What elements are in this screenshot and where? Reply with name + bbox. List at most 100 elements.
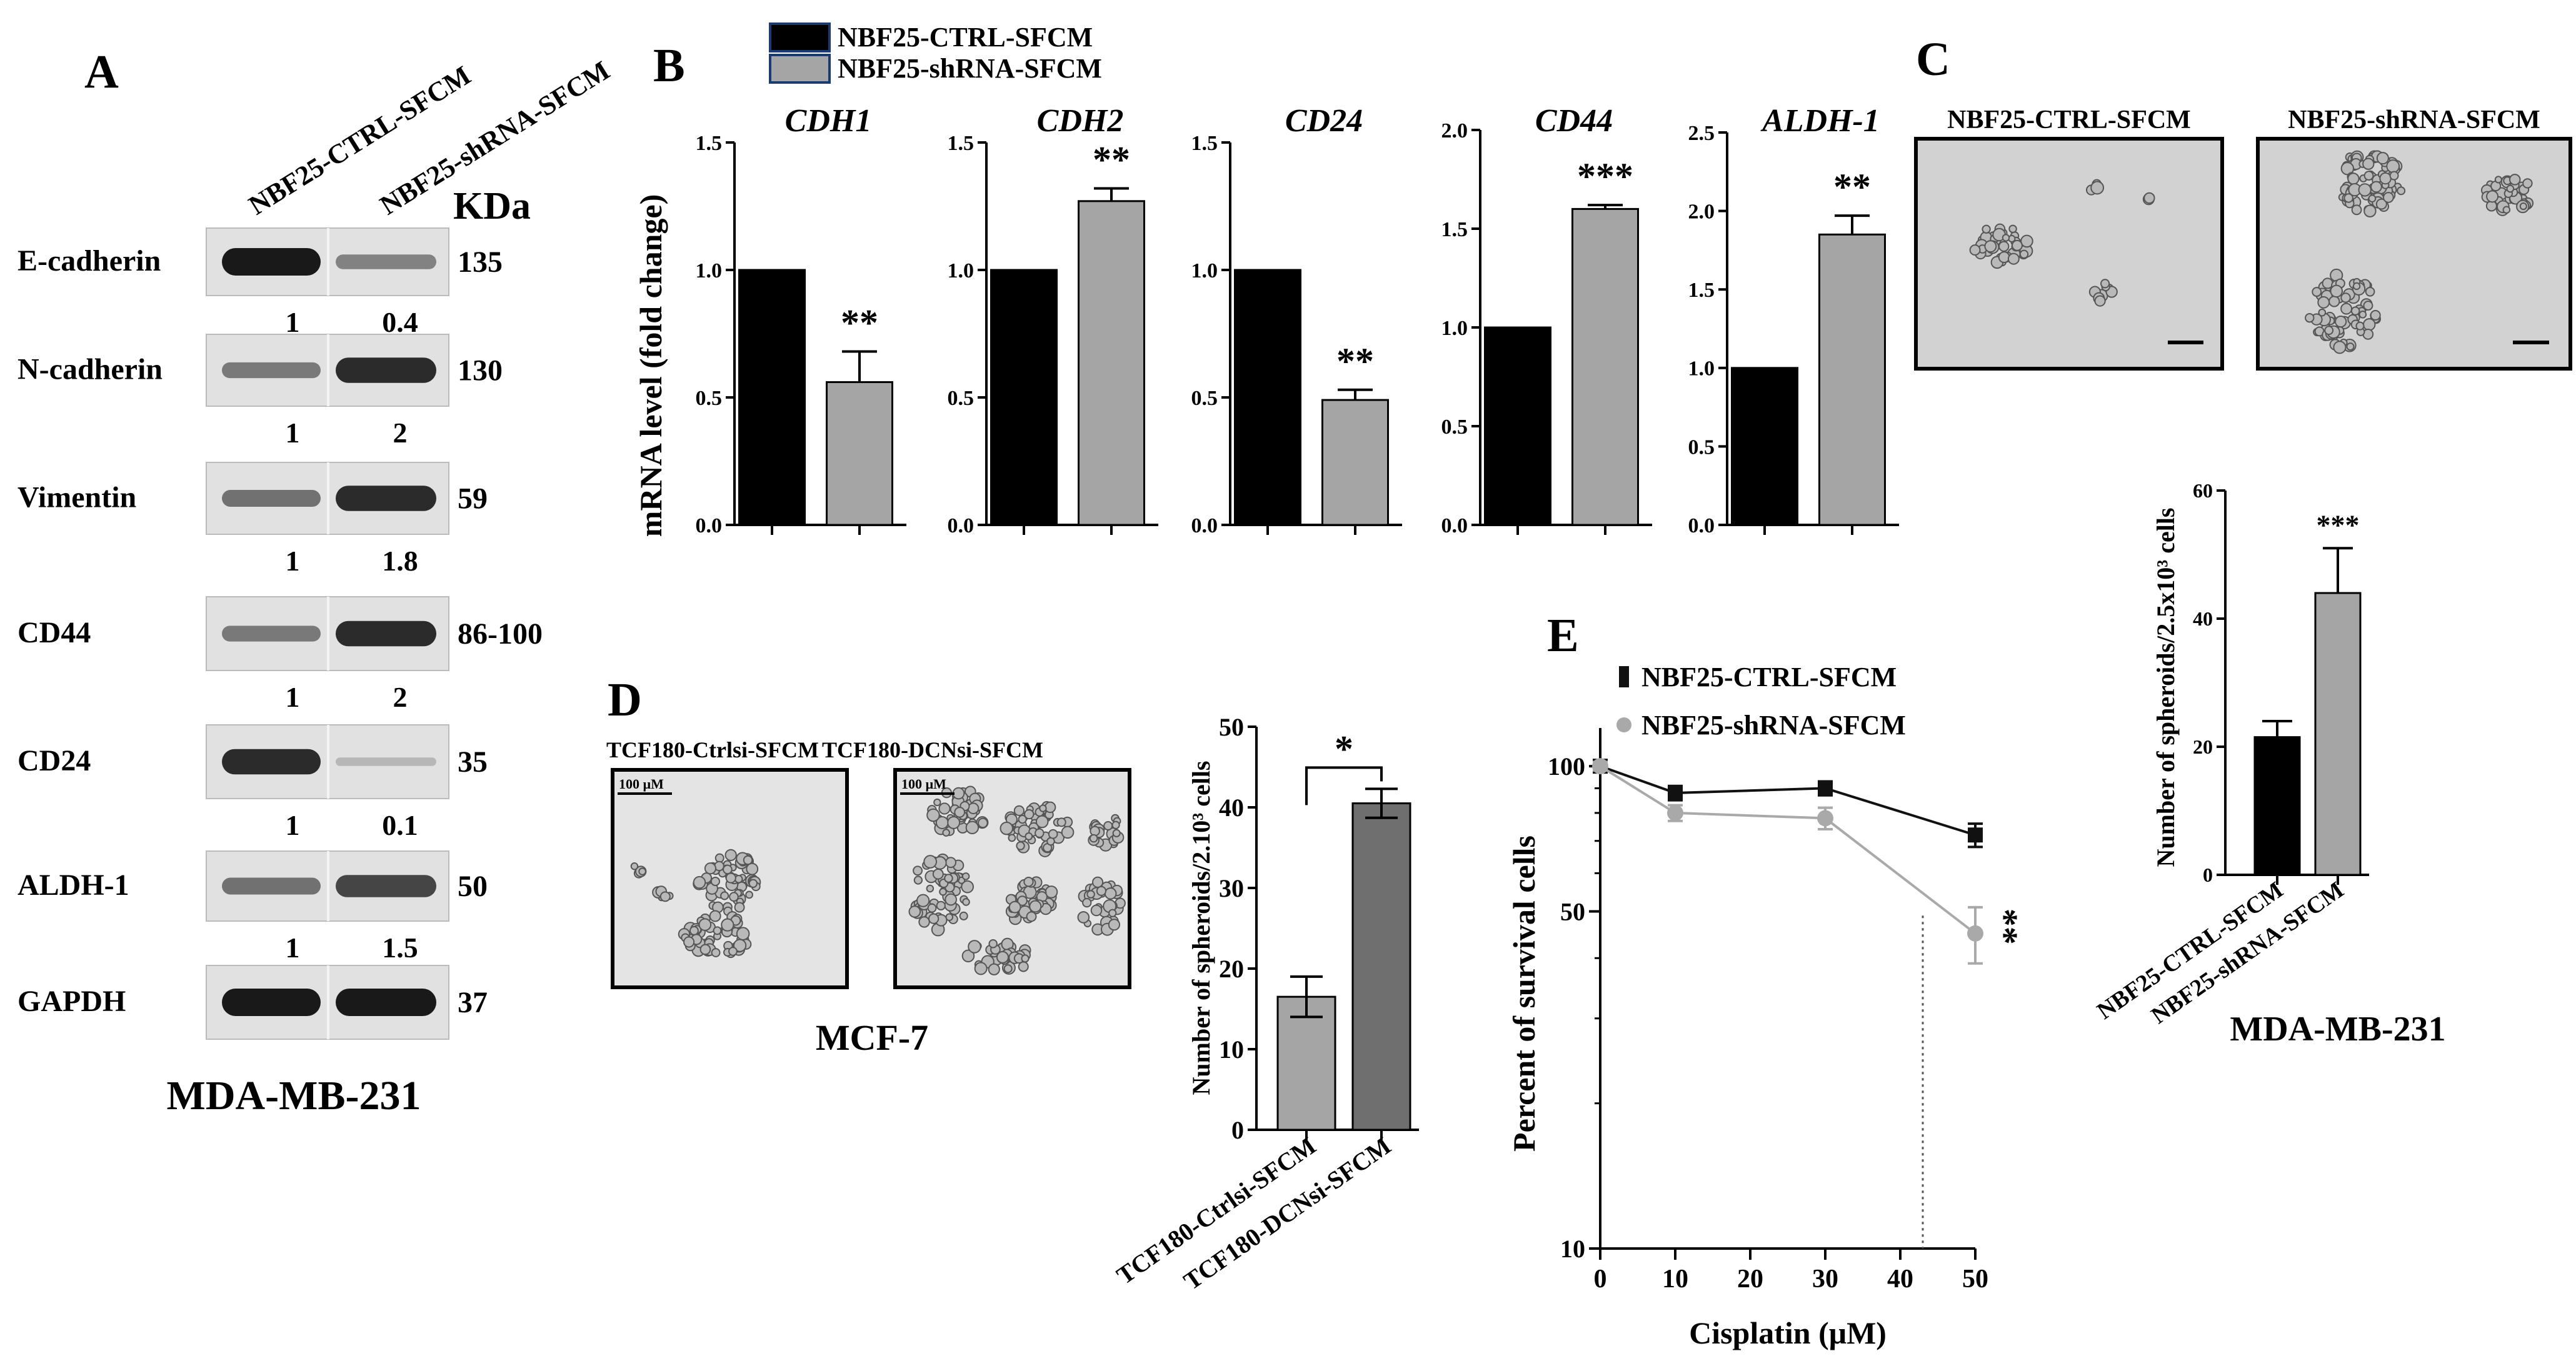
cell xyxy=(698,918,712,931)
panel-a-letter: A xyxy=(84,46,119,98)
y-tick-label: 20 xyxy=(1219,955,1244,983)
cell xyxy=(1090,904,1103,917)
panel-e-letter: E xyxy=(1547,609,1579,662)
cell xyxy=(2143,192,2155,204)
cell xyxy=(2506,184,2515,193)
cell xyxy=(1096,885,1106,896)
x-tick-label: 40 xyxy=(1887,1265,1913,1294)
legend-label-ctrl: NBF25-CTRL-SFCM xyxy=(838,22,1093,52)
legend-marker-shrna xyxy=(1616,717,1631,732)
cell xyxy=(2012,239,2023,251)
y-tick-label: 40 xyxy=(1219,794,1244,822)
blot-band xyxy=(336,357,436,383)
blot-band xyxy=(222,989,321,1016)
cell xyxy=(2386,159,2400,173)
y-tick-label: 1.5 xyxy=(1191,132,1218,155)
cell xyxy=(1035,815,1049,829)
y-tick-label: 1.0 xyxy=(948,259,975,282)
series-line xyxy=(1600,765,1976,837)
cell xyxy=(711,948,721,957)
cell xyxy=(1090,825,1100,837)
legend-label-shrna: NBF25-shRNA-SFCM xyxy=(1641,710,1906,740)
cell xyxy=(1112,829,1121,837)
panel-b: B NBF25-CTRL-SFCM NBF25-shRNA-SFCM mRNA … xyxy=(633,22,1899,537)
cell xyxy=(728,947,738,956)
blot-band xyxy=(222,626,321,642)
y-tick-label: 60 xyxy=(2193,479,2213,502)
cell xyxy=(1048,829,1058,839)
cell xyxy=(1016,841,1025,850)
blot-kda-label: 86-100 xyxy=(458,617,543,651)
y-tick-label: 1.0 xyxy=(1441,317,1468,340)
y-tick-label: 1.5 xyxy=(1441,218,1468,241)
blot-protein-label: GAPDH xyxy=(18,985,126,1018)
cell xyxy=(734,902,745,913)
cell xyxy=(2317,296,2330,309)
cell xyxy=(2340,162,2354,176)
blot-quant-ctrl: 1 xyxy=(286,932,300,964)
cell xyxy=(736,927,750,940)
cell xyxy=(724,849,737,861)
cell xyxy=(2322,277,2333,289)
chart-title: CDH1 xyxy=(785,103,872,139)
cell xyxy=(2358,183,2372,197)
cell xyxy=(938,802,951,815)
cell xyxy=(659,891,671,902)
cell xyxy=(720,891,729,900)
cell xyxy=(927,903,937,913)
cell xyxy=(709,910,721,922)
legend-label-ctrl: NBF25-CTRL-SFCM xyxy=(1641,662,1897,692)
cell xyxy=(1104,887,1117,900)
cell xyxy=(918,916,930,928)
blot-protein-label: N-cadherin xyxy=(18,353,163,386)
micrograph-label-dcnsi: TCF180-DCNsi-SFCM xyxy=(822,737,1043,762)
y-axis-label: Number of spheroids/2.5x10³ cells xyxy=(2152,508,2180,867)
cell xyxy=(962,898,970,906)
panel-d-letter: D xyxy=(608,674,642,726)
cell xyxy=(2346,342,2355,351)
micrograph-ctrlsi: 100 µM xyxy=(611,768,849,989)
significance-label: ** xyxy=(1336,341,1374,382)
cell xyxy=(2350,306,2360,316)
cell xyxy=(745,890,753,899)
cell xyxy=(1061,825,1075,839)
y-tick-label: 1.0 xyxy=(696,259,723,282)
data-point xyxy=(1817,810,1833,827)
y-tick-label: 0.0 xyxy=(1688,514,1715,537)
cell xyxy=(2358,311,2367,319)
cell xyxy=(638,867,646,875)
y-tick-label: 1.5 xyxy=(948,132,975,155)
blot-quant-shrna: 0.1 xyxy=(382,809,418,841)
legend-swatch-ctrl xyxy=(769,22,831,52)
bar-chart-cdh1: 0.0 0.5 1.0 1.5 CDH1 ** xyxy=(696,103,906,537)
cell xyxy=(913,865,923,876)
y-axis-label: Number of spheroids/2.10³ cells xyxy=(1187,761,1215,1095)
cell xyxy=(2365,286,2375,297)
cell xyxy=(2362,157,2375,170)
cell xyxy=(1008,834,1016,842)
cell xyxy=(2352,282,2361,291)
y-tick-label: 50 xyxy=(1219,713,1244,741)
blot-band xyxy=(222,248,321,276)
cell xyxy=(908,905,921,918)
panel-d: D TCF180-Ctrlsi-SFCM TCF180-DCNsi-SFCM 1… xyxy=(606,674,1419,1295)
cell xyxy=(932,868,944,880)
blot-band xyxy=(222,362,321,379)
cell xyxy=(714,853,724,863)
cell xyxy=(2340,292,2351,303)
cell xyxy=(1029,900,1042,913)
cell xyxy=(968,940,981,954)
panel-a-cell-line: MDA-MB-231 xyxy=(167,1073,421,1119)
bar xyxy=(1484,326,1551,526)
cell xyxy=(2370,309,2381,321)
spheroid-clusters xyxy=(630,849,761,959)
blot-quant-ctrl: 1 xyxy=(286,545,300,577)
cell xyxy=(1026,911,1037,922)
blot-band xyxy=(336,875,436,897)
y-tick-label: 0.0 xyxy=(948,514,975,537)
cell xyxy=(2002,234,2010,242)
cell xyxy=(2312,287,2322,297)
legend-swatch-shrna xyxy=(769,54,831,84)
